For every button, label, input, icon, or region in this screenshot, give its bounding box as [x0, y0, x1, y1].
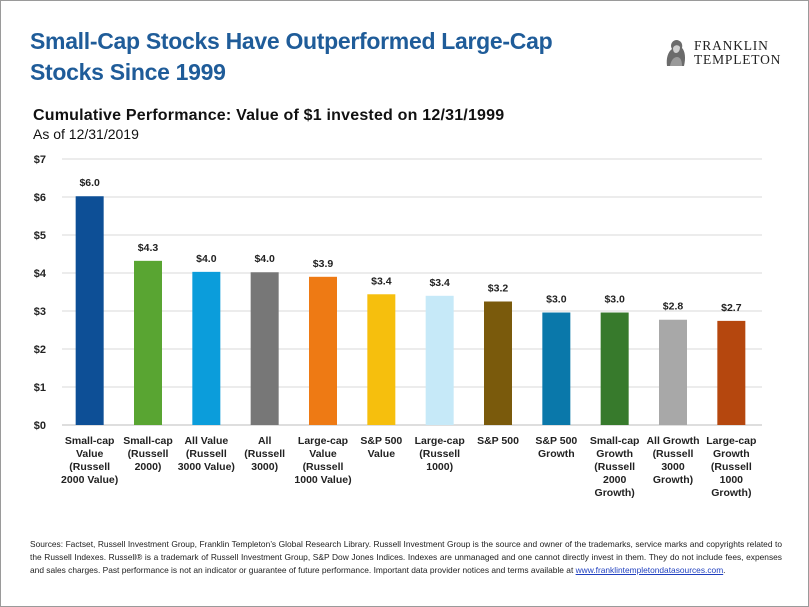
x-tick-label: All Growth (Russell 3000 Growth)	[646, 435, 699, 486]
x-tick-label-line: 2000 Value)	[61, 474, 118, 486]
x-tick-label: Small-cap Growth (Russell 2000 Growth)	[590, 435, 640, 499]
x-tick-label-line: Growth	[596, 448, 633, 460]
data-label: $3.2	[488, 283, 509, 295]
x-tick-label: Small-cap (Russell 2000)	[123, 435, 173, 473]
bar	[367, 294, 396, 425]
x-tick-label-line: Large-cap	[298, 435, 348, 447]
x-tick-label-line: Large-cap	[415, 435, 465, 447]
x-tick-label-line: (Russell	[419, 448, 460, 460]
x-tick-label: S&P 500 Value	[360, 435, 402, 460]
x-tick-label-line: Growth)	[711, 487, 751, 499]
footer-text: Sources: Factset, Russell Investment Gro…	[30, 539, 782, 575]
franklin-templeton-logo: FRANKLIN TEMPLETON	[660, 38, 790, 68]
x-tick-label-line: S&P 500	[360, 435, 402, 447]
x-tick-label: S&P 500 Growth	[535, 435, 577, 460]
x-tick-label-line: S&P 500	[535, 435, 577, 447]
x-tick-label-line: All	[258, 435, 272, 447]
footer-sources: Sources: Factset, Russell Investment Gro…	[30, 538, 782, 576]
chart-title: Cumulative Performance: Value of $1 inve…	[33, 107, 505, 124]
bar	[134, 260, 162, 425]
x-tick-label-line: All Value	[184, 435, 228, 447]
x-tick-label: Large-cap (Russell 1000)	[415, 435, 465, 473]
data-label: $4.3	[138, 242, 159, 254]
x-tick-label: All (Russell 3000)	[244, 435, 285, 473]
x-tick-label-line: Value	[368, 448, 396, 460]
x-tick-label-line: (Russell	[186, 448, 227, 460]
data-label: $4.0	[254, 253, 275, 265]
data-label: $2.7	[721, 302, 742, 314]
x-tick-label-line: 1000 Value)	[294, 474, 351, 486]
x-tick-label: Large-cap Growth (Russell 1000 Growth)	[706, 435, 756, 499]
bar	[659, 319, 687, 425]
x-tick-label: All Value (Russell 3000 Value)	[178, 435, 235, 473]
bar	[717, 320, 746, 425]
x-tick-label-line: Value	[76, 448, 104, 460]
x-tick-label-line: (Russell	[594, 461, 635, 473]
x-tick-label-line: Growth	[713, 448, 750, 460]
data-sources-link[interactable]: www.franklintempletondatasources.com	[575, 564, 724, 575]
x-tick-label-line: 2000	[603, 474, 627, 486]
logo-line-1: FRANKLIN	[694, 38, 769, 53]
bar	[425, 295, 454, 425]
y-tick-label: $5	[34, 230, 46, 242]
logo-line-2: TEMPLETON	[694, 52, 782, 67]
x-tick-label-line: (Russell	[128, 448, 169, 460]
x-tick-label-line: Small-cap	[123, 435, 173, 447]
x-tick-label-line: Growth)	[595, 487, 635, 499]
bar	[484, 301, 512, 425]
x-tick-label-line: 3000)	[251, 461, 278, 473]
x-tick-label-line: (Russell	[69, 461, 110, 473]
x-tick-label-line: (Russell	[711, 461, 752, 473]
chart-subtitle: As of 12/31/2019	[33, 126, 139, 142]
x-tick-label-line: Large-cap	[706, 435, 756, 447]
x-tick-label-line: 1000)	[426, 461, 453, 473]
x-tick-label-line: All Growth	[646, 435, 699, 447]
bar	[250, 272, 279, 425]
x-tick-label: Small-cap Value (Russell 2000 Value)	[61, 435, 118, 486]
y-tick-label: $2	[34, 344, 46, 356]
y-tick-label: $3	[34, 306, 46, 318]
bar	[75, 196, 104, 425]
y-tick-label: $1	[34, 382, 46, 394]
x-tick-label-line: S&P 500	[477, 435, 519, 447]
data-label: $6.0	[79, 177, 100, 189]
data-label: $3.4	[429, 277, 450, 289]
x-tick-label-line: Small-cap	[590, 435, 640, 447]
data-label: $3.0	[604, 294, 625, 306]
x-tick-label: S&P 500	[477, 435, 519, 447]
x-tick-label-line: 1000	[720, 474, 744, 486]
bar	[542, 312, 571, 425]
y-tick-label: $0	[34, 420, 46, 432]
franklin-portrait-icon	[660, 38, 690, 68]
footer-tail: .	[723, 564, 726, 575]
x-tick-label-line: 3000	[661, 461, 685, 473]
data-label: $3.9	[313, 258, 334, 270]
x-tick-label-line: Growth	[538, 448, 575, 460]
x-tick-label-line: (Russell	[244, 448, 285, 460]
x-tick-label-line: (Russell	[653, 448, 694, 460]
x-tick-label-line: Growth)	[653, 474, 693, 486]
y-tick-label: $7	[34, 154, 46, 166]
x-tick-label-line: Small-cap	[65, 435, 115, 447]
bar	[192, 271, 221, 425]
y-tick-label: $4	[34, 268, 47, 280]
bar	[309, 276, 337, 425]
data-label: $3.4	[371, 275, 392, 287]
data-label: $3.0	[546, 294, 567, 306]
x-tick-label: Large-cap Value (Russell 1000 Value)	[294, 435, 351, 486]
y-tick-label: $6	[34, 192, 46, 204]
x-tick-label-line: 2000)	[135, 461, 162, 473]
x-tick-label-line: 3000 Value)	[178, 461, 235, 473]
x-tick-label-line: Value	[309, 448, 337, 460]
data-label: $4.0	[196, 253, 217, 265]
x-tick-label-line: (Russell	[303, 461, 344, 473]
bar	[600, 312, 629, 425]
data-label: $2.8	[663, 301, 684, 313]
headline: Small-Cap Stocks Have Outperformed Large…	[30, 28, 553, 85]
